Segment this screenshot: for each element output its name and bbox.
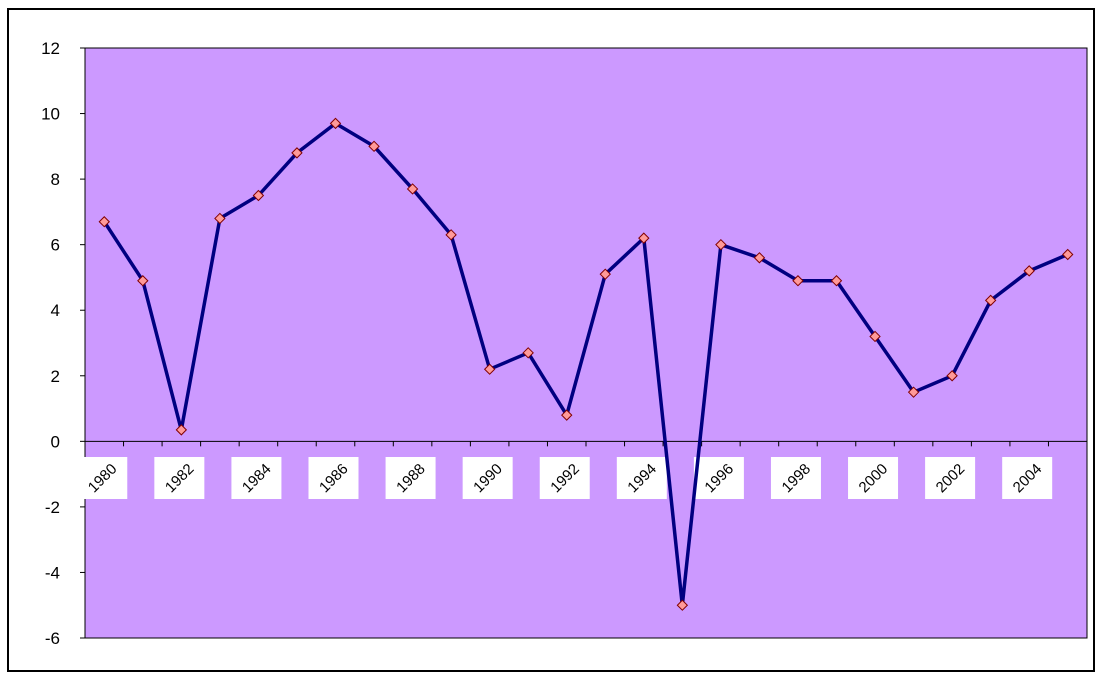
x-tick-label-bg bbox=[770, 457, 821, 499]
x-tick-label-bg bbox=[77, 457, 128, 499]
x-tick-label-group: 2002 bbox=[925, 457, 976, 499]
data-point bbox=[676, 599, 689, 611]
x-tick-label-bg bbox=[693, 457, 744, 499]
data-point bbox=[1062, 248, 1074, 261]
data-point bbox=[1023, 265, 1035, 277]
data-point bbox=[98, 216, 110, 228]
data-point bbox=[483, 363, 496, 375]
y-tick-label: 8 bbox=[51, 170, 60, 189]
x-tick-label-group: 1986 bbox=[308, 457, 359, 499]
x-axis: 1980 1982 1984 1986 1988 1990 1992 1994 1996 1998… bbox=[77, 440, 1087, 499]
y-tick-label: 6 bbox=[51, 236, 60, 255]
data-point bbox=[291, 147, 303, 159]
y-tick-label: 4 bbox=[51, 301, 60, 320]
series-layer bbox=[98, 117, 1074, 611]
data-point bbox=[137, 275, 149, 287]
x-tick-label-bg bbox=[848, 457, 899, 499]
data-point bbox=[214, 212, 226, 225]
y-tick-label: -4 bbox=[45, 563, 60, 582]
data-point bbox=[368, 140, 380, 153]
data-point bbox=[946, 370, 958, 382]
data-point bbox=[175, 424, 188, 436]
x-tick-label-bg bbox=[1002, 457, 1053, 499]
data-point bbox=[445, 229, 457, 241]
x-tick-label-group: 1984 bbox=[231, 457, 282, 499]
data-point bbox=[869, 330, 881, 343]
data-point bbox=[984, 294, 997, 307]
data-point bbox=[599, 268, 611, 280]
data-point bbox=[792, 275, 804, 287]
y-tick-label: -6 bbox=[45, 629, 60, 648]
x-tick-label-group: 1998 bbox=[770, 457, 821, 499]
chart-frame bbox=[7, 8, 1095, 672]
x-tick-label-bg bbox=[308, 457, 359, 499]
x-tick-label-group: 1988 bbox=[385, 457, 436, 499]
x-tick-label-bg bbox=[462, 457, 513, 499]
series-line bbox=[102, 121, 1069, 607]
y-tick-label: 10 bbox=[41, 105, 60, 124]
data-point bbox=[329, 117, 342, 130]
y-tick-label: -2 bbox=[45, 498, 60, 517]
y-tick-label: 0 bbox=[51, 432, 60, 451]
x-tick-label-bg bbox=[154, 457, 205, 499]
y-axis: 12 10 8 6 4 2 0 -2 -4 -6 bbox=[41, 39, 86, 648]
x-tick-label-group: 2004 bbox=[1002, 457, 1053, 499]
data-point bbox=[830, 275, 843, 287]
x-tick-label-group: 1992 bbox=[539, 457, 590, 499]
x-tick-label-bg bbox=[925, 457, 976, 499]
data-point bbox=[406, 183, 419, 195]
y-tick-label: 2 bbox=[51, 367, 60, 386]
x-tick-label-group: 1994 bbox=[616, 457, 667, 499]
x-tick-label-bg bbox=[385, 457, 436, 499]
data-point bbox=[522, 347, 534, 359]
x-tick-label-group: 1980 bbox=[77, 457, 128, 499]
x-tick-label-group: 1982 bbox=[154, 457, 205, 499]
x-tick-label-bg bbox=[231, 457, 282, 499]
data-point bbox=[907, 386, 920, 398]
plot-area bbox=[84, 47, 1088, 639]
data-point bbox=[638, 232, 650, 244]
data-point bbox=[561, 409, 573, 421]
x-tick-label-group: 1996 bbox=[693, 457, 744, 499]
data-point bbox=[753, 252, 766, 264]
x-tick-label-group: 2000 bbox=[848, 457, 899, 499]
x-tick-label-bg bbox=[616, 457, 667, 499]
data-point bbox=[715, 238, 727, 251]
x-tick-label-group: 1990 bbox=[462, 457, 513, 499]
data-point bbox=[252, 189, 265, 202]
x-tick-label-bg bbox=[539, 457, 590, 499]
y-tick-label: 12 bbox=[41, 39, 60, 58]
